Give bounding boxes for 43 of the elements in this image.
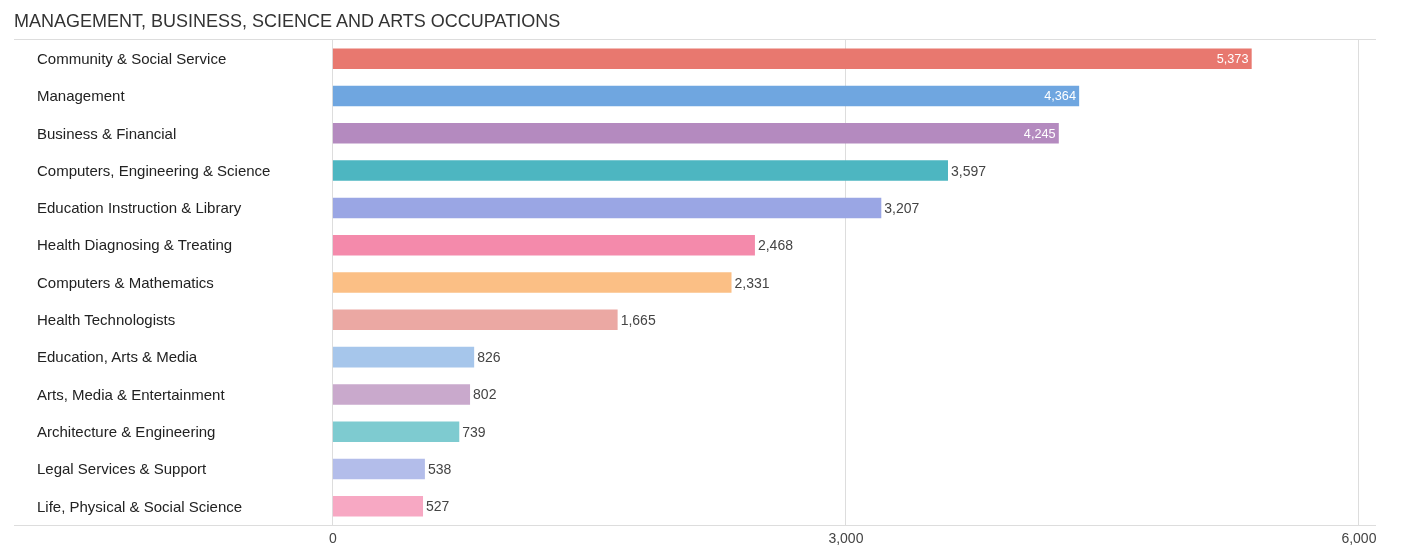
y-tick-label: Community & Social Service (37, 49, 227, 67)
bar (332, 48, 1252, 69)
x-tick-label: 0 (329, 529, 338, 546)
data-label: 2,331 (734, 274, 770, 291)
x-tick-label: 3,000 (828, 529, 864, 546)
y-tick-label: Architecture & Engineering (37, 422, 216, 440)
data-label: 4,245 (1023, 126, 1056, 141)
bar (332, 272, 732, 293)
bar (332, 197, 882, 219)
y-tick-label: Computers & Mathematics (37, 273, 214, 291)
bar (332, 234, 755, 256)
data-label: 1,665 (620, 311, 656, 328)
data-label: 527 (426, 498, 450, 515)
data-label: 802 (473, 386, 497, 403)
y-tick-label: Legal Services & Support (37, 460, 208, 478)
bar (332, 309, 618, 331)
y-tick-label: Education, Arts & Media (37, 348, 198, 366)
y-tick-label: Education Instruction & Library (37, 199, 242, 217)
bar (332, 384, 471, 405)
y-tick-label: Computers, Engineering & Science (37, 161, 271, 179)
data-label: 3,207 (884, 199, 920, 216)
data-label: 2,468 (757, 237, 794, 254)
bar (332, 85, 1080, 107)
bar (332, 421, 460, 442)
data-label: 5,373 (1216, 52, 1249, 67)
data-label: 538 (427, 461, 452, 478)
y-tick-label: Health Technologists (37, 311, 176, 329)
bar (332, 346, 475, 368)
data-label: 3,597 (950, 162, 987, 179)
bar (332, 458, 425, 480)
bar (332, 496, 424, 517)
data-label: 739 (462, 423, 486, 440)
y-tick-label: Management (37, 87, 126, 105)
y-tick-label: Life, Physical & Social Science (37, 497, 243, 515)
chart-title: MANAGEMENT, BUSINESS, SCIENCE AND ARTS OCCUPATIONS (14, 10, 561, 31)
x-tick-label: 6,000 (1341, 529, 1377, 546)
y-tick-label: Arts, Media & Entertainment (37, 385, 226, 403)
data-label: 826 (477, 349, 501, 366)
bar (332, 123, 1059, 144)
y-tick-label: Business & Financial (37, 124, 177, 142)
y-tick-label: Health Diagnosing & Treating (37, 236, 233, 254)
bar (332, 160, 948, 181)
data-label: 4,364 (1044, 89, 1076, 104)
